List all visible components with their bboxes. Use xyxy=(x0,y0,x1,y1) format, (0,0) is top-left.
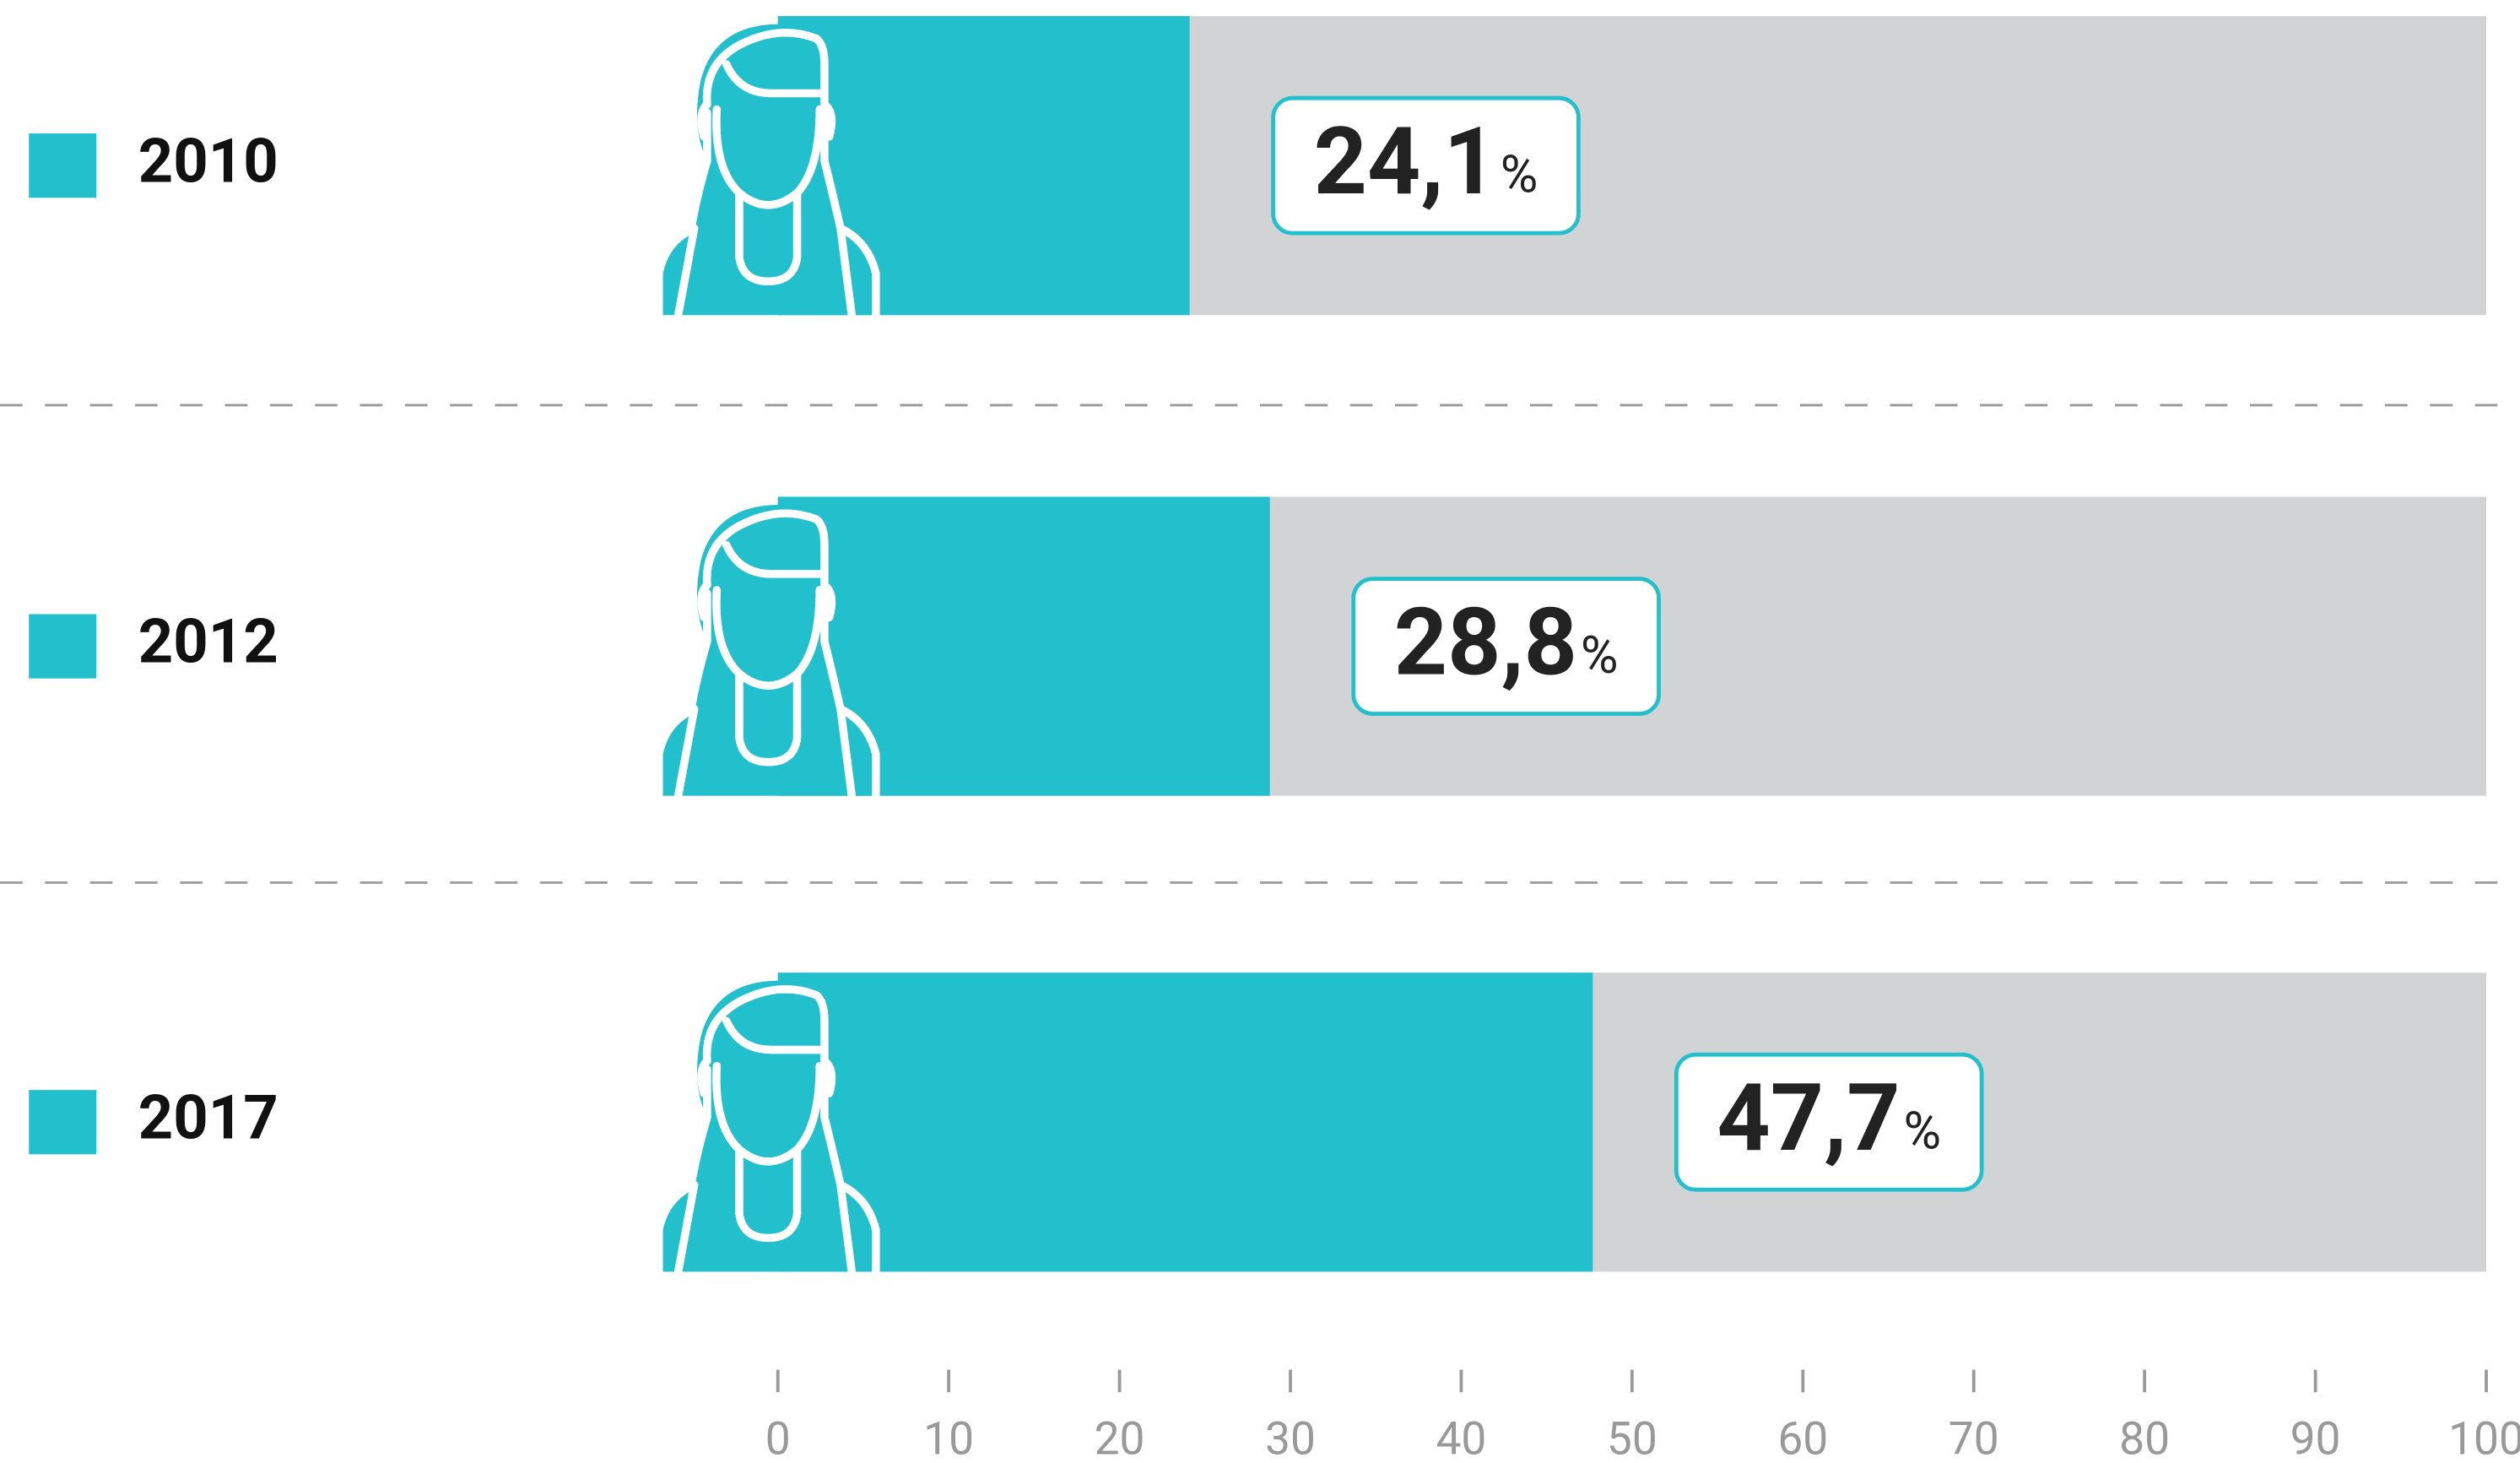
legend-swatch xyxy=(29,614,97,679)
value-label: 28,8% xyxy=(1394,588,1619,697)
value-number: 24,1 xyxy=(1314,107,1497,216)
x-tick-label: 20 xyxy=(1095,1413,1145,1463)
category-label: 2012 xyxy=(138,606,278,678)
x-tick-label: 100 xyxy=(2448,1413,2520,1463)
value-label: 47,7% xyxy=(1717,1064,1941,1173)
legend-swatch xyxy=(29,1090,97,1155)
category-label: 2010 xyxy=(138,125,278,197)
x-tick-label: 50 xyxy=(1607,1413,1657,1463)
x-tick-label: 10 xyxy=(923,1413,974,1463)
x-tick-label: 30 xyxy=(1265,1413,1316,1463)
x-tick-label: 0 xyxy=(765,1413,791,1463)
value-label-box xyxy=(1351,577,1661,716)
category-label: 2017 xyxy=(138,1081,278,1153)
x-tick-label: 40 xyxy=(1436,1413,1486,1463)
x-tick-label: 70 xyxy=(1949,1413,1999,1463)
value-number: 28,8 xyxy=(1394,588,1577,697)
legend-swatch xyxy=(29,133,97,198)
value-label-box xyxy=(1674,1052,1984,1192)
x-tick-label: 60 xyxy=(1777,1413,1828,1463)
value-unit: % xyxy=(1581,625,1619,685)
value-label-box xyxy=(1271,95,1581,236)
value-label: 24,1% xyxy=(1314,107,1538,216)
x-tick-label: 80 xyxy=(2119,1413,2170,1463)
x-tick-label: 90 xyxy=(2290,1413,2341,1463)
value-unit: % xyxy=(1501,144,1538,205)
value-unit: % xyxy=(1903,1101,1941,1162)
bar xyxy=(777,973,1593,1272)
value-number: 47,7 xyxy=(1717,1064,1900,1173)
